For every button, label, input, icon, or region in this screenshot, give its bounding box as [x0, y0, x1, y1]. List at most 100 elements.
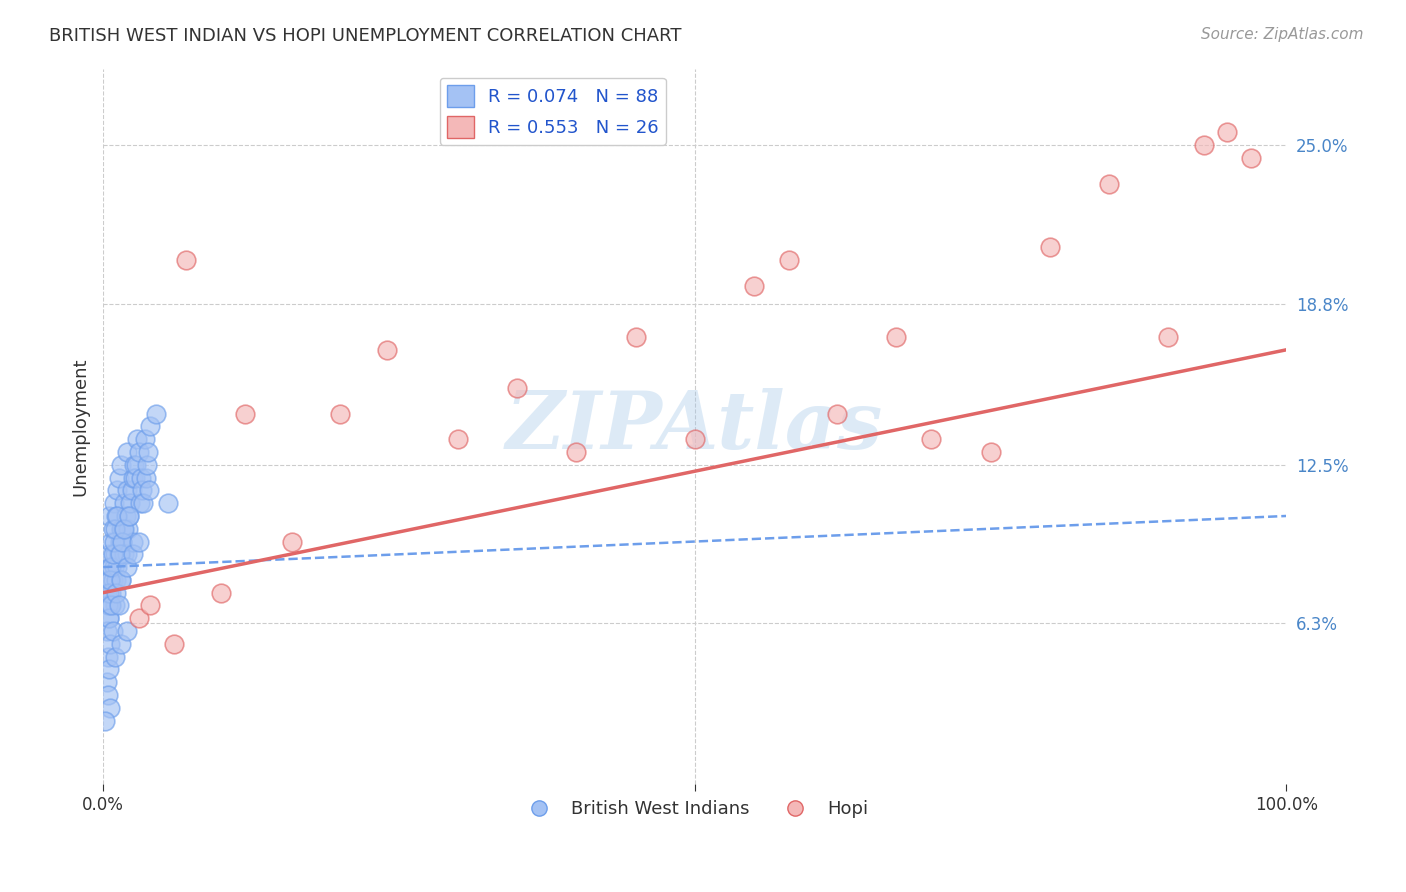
Point — [98, 611, 121, 625]
Point — [115, 483, 138, 498]
Point — [101, 624, 124, 638]
Point — [118, 508, 141, 523]
Point — [98, 585, 121, 599]
Point — [97, 573, 120, 587]
Point — [121, 470, 143, 484]
Point — [98, 508, 121, 523]
Point — [114, 508, 136, 523]
Point — [145, 407, 167, 421]
Point — [96, 585, 118, 599]
Point — [565, 445, 588, 459]
Point — [105, 573, 128, 587]
Point — [138, 483, 160, 498]
Point — [110, 522, 132, 536]
Point — [139, 599, 162, 613]
Point — [105, 483, 128, 498]
Point — [101, 547, 124, 561]
Point — [122, 458, 145, 472]
Point — [117, 522, 139, 536]
Point — [94, 714, 117, 728]
Point — [101, 522, 124, 536]
Point — [111, 534, 134, 549]
Point — [118, 508, 141, 523]
Point — [121, 534, 143, 549]
Point — [125, 458, 148, 472]
Point — [112, 496, 135, 510]
Point — [115, 445, 138, 459]
Point — [97, 649, 120, 664]
Point — [884, 330, 907, 344]
Point — [329, 407, 352, 421]
Point — [104, 649, 127, 664]
Point — [121, 547, 143, 561]
Point — [105, 508, 128, 523]
Point — [103, 560, 125, 574]
Point — [447, 432, 470, 446]
Point — [110, 573, 132, 587]
Point — [1192, 138, 1215, 153]
Point — [98, 560, 121, 574]
Point — [96, 675, 118, 690]
Point — [104, 547, 127, 561]
Point — [128, 445, 150, 459]
Point — [96, 624, 118, 638]
Point — [105, 560, 128, 574]
Point — [112, 522, 135, 536]
Point — [1098, 177, 1121, 191]
Point — [110, 573, 132, 587]
Point — [157, 496, 180, 510]
Point — [115, 624, 138, 638]
Point — [107, 599, 129, 613]
Point — [139, 419, 162, 434]
Point — [1039, 240, 1062, 254]
Point — [100, 560, 122, 574]
Point — [97, 688, 120, 702]
Point — [135, 470, 157, 484]
Point — [124, 470, 146, 484]
Point — [127, 432, 149, 446]
Point — [103, 534, 125, 549]
Point — [105, 508, 128, 523]
Point — [742, 278, 765, 293]
Legend: British West Indians, Hopi: British West Indians, Hopi — [513, 793, 876, 825]
Text: BRITISH WEST INDIAN VS HOPI UNEMPLOYMENT CORRELATION CHART: BRITISH WEST INDIAN VS HOPI UNEMPLOYMENT… — [49, 27, 682, 45]
Point — [128, 534, 150, 549]
Point — [920, 432, 942, 446]
Point — [105, 585, 128, 599]
Point — [375, 343, 398, 357]
Point — [97, 599, 120, 613]
Point — [107, 470, 129, 484]
Point — [107, 547, 129, 561]
Point — [98, 637, 121, 651]
Point — [174, 253, 197, 268]
Point — [825, 407, 848, 421]
Point — [506, 381, 529, 395]
Point — [100, 599, 122, 613]
Y-axis label: Unemployment: Unemployment — [72, 357, 89, 496]
Point — [115, 547, 138, 561]
Point — [980, 445, 1002, 459]
Point — [683, 432, 706, 446]
Point — [233, 407, 256, 421]
Text: ZIPAtlas: ZIPAtlas — [506, 388, 883, 466]
Point — [110, 637, 132, 651]
Point — [136, 445, 159, 459]
Point — [778, 253, 800, 268]
Point — [98, 700, 121, 714]
Point — [100, 534, 122, 549]
Point — [131, 483, 153, 498]
Point — [110, 458, 132, 472]
Point — [1157, 330, 1180, 344]
Point — [111, 534, 134, 549]
Point — [98, 547, 121, 561]
Point — [135, 458, 157, 472]
Point — [120, 496, 142, 510]
Point — [128, 496, 150, 510]
Point — [132, 496, 155, 510]
Point — [112, 522, 135, 536]
Point — [624, 330, 647, 344]
Point — [281, 534, 304, 549]
Point — [163, 637, 186, 651]
Point — [108, 547, 131, 561]
Point — [134, 432, 156, 446]
